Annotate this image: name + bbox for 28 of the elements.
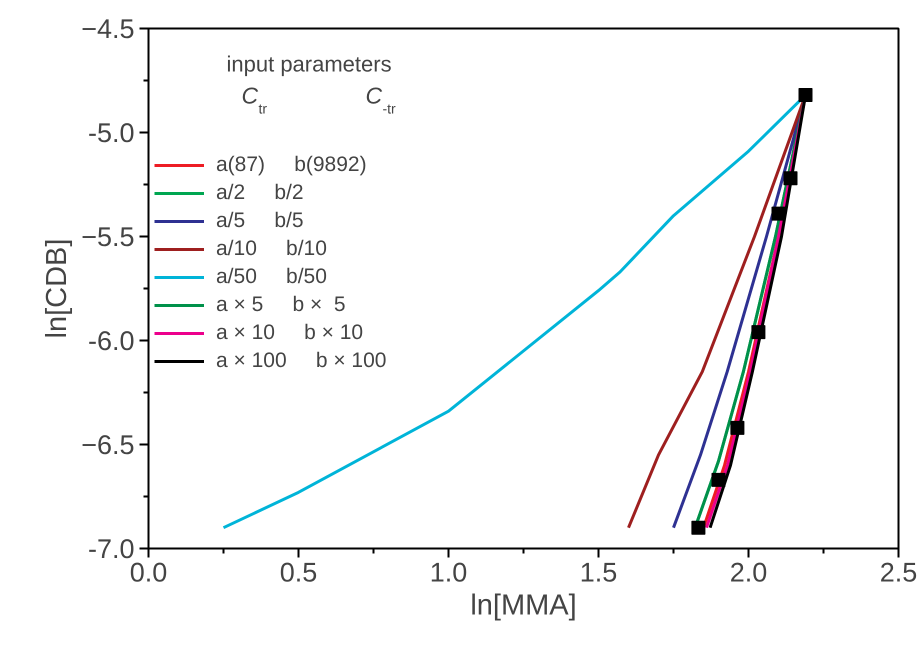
- point: [730, 420, 744, 435]
- x-tick-label: 2.5: [880, 558, 918, 588]
- legend-label: a/10 b/10: [216, 237, 327, 261]
- point: [691, 520, 706, 535]
- point: [784, 171, 798, 186]
- legend-label: a × 10 b × 10: [216, 321, 364, 345]
- x-axis-title: ln[MMA]: [470, 590, 577, 622]
- x-tick-label: 0.5: [280, 558, 318, 588]
- point: [712, 472, 726, 487]
- y-tick-label: -5.0: [88, 118, 135, 148]
- point: [798, 88, 812, 102]
- legend-title: input parameters: [226, 52, 392, 76]
- y-tick-label: -6.0: [88, 326, 135, 356]
- x-tick-label: 1.5: [580, 558, 618, 588]
- y-tick-label: −4.5: [81, 14, 135, 44]
- legend-label: a(87) b(9892): [216, 153, 367, 177]
- y-tick-label: −5.5: [81, 222, 135, 252]
- x-tick-label: 2.0: [730, 558, 768, 588]
- point: [751, 325, 766, 340]
- legend-label: a/5 b/5: [216, 209, 304, 233]
- x-tick-label: 1.0: [430, 558, 468, 588]
- legend-label: a/2 b/2: [216, 181, 304, 205]
- legend-label: a × 100 b × 100: [216, 349, 386, 373]
- y-axis-title: ln[CDB]: [41, 238, 74, 338]
- y-tick-label: −6.5: [81, 430, 135, 460]
- point: [772, 206, 786, 221]
- legend-label: a × 5 b × 5: [216, 293, 346, 317]
- legend-label: a/50 b/50: [216, 265, 327, 289]
